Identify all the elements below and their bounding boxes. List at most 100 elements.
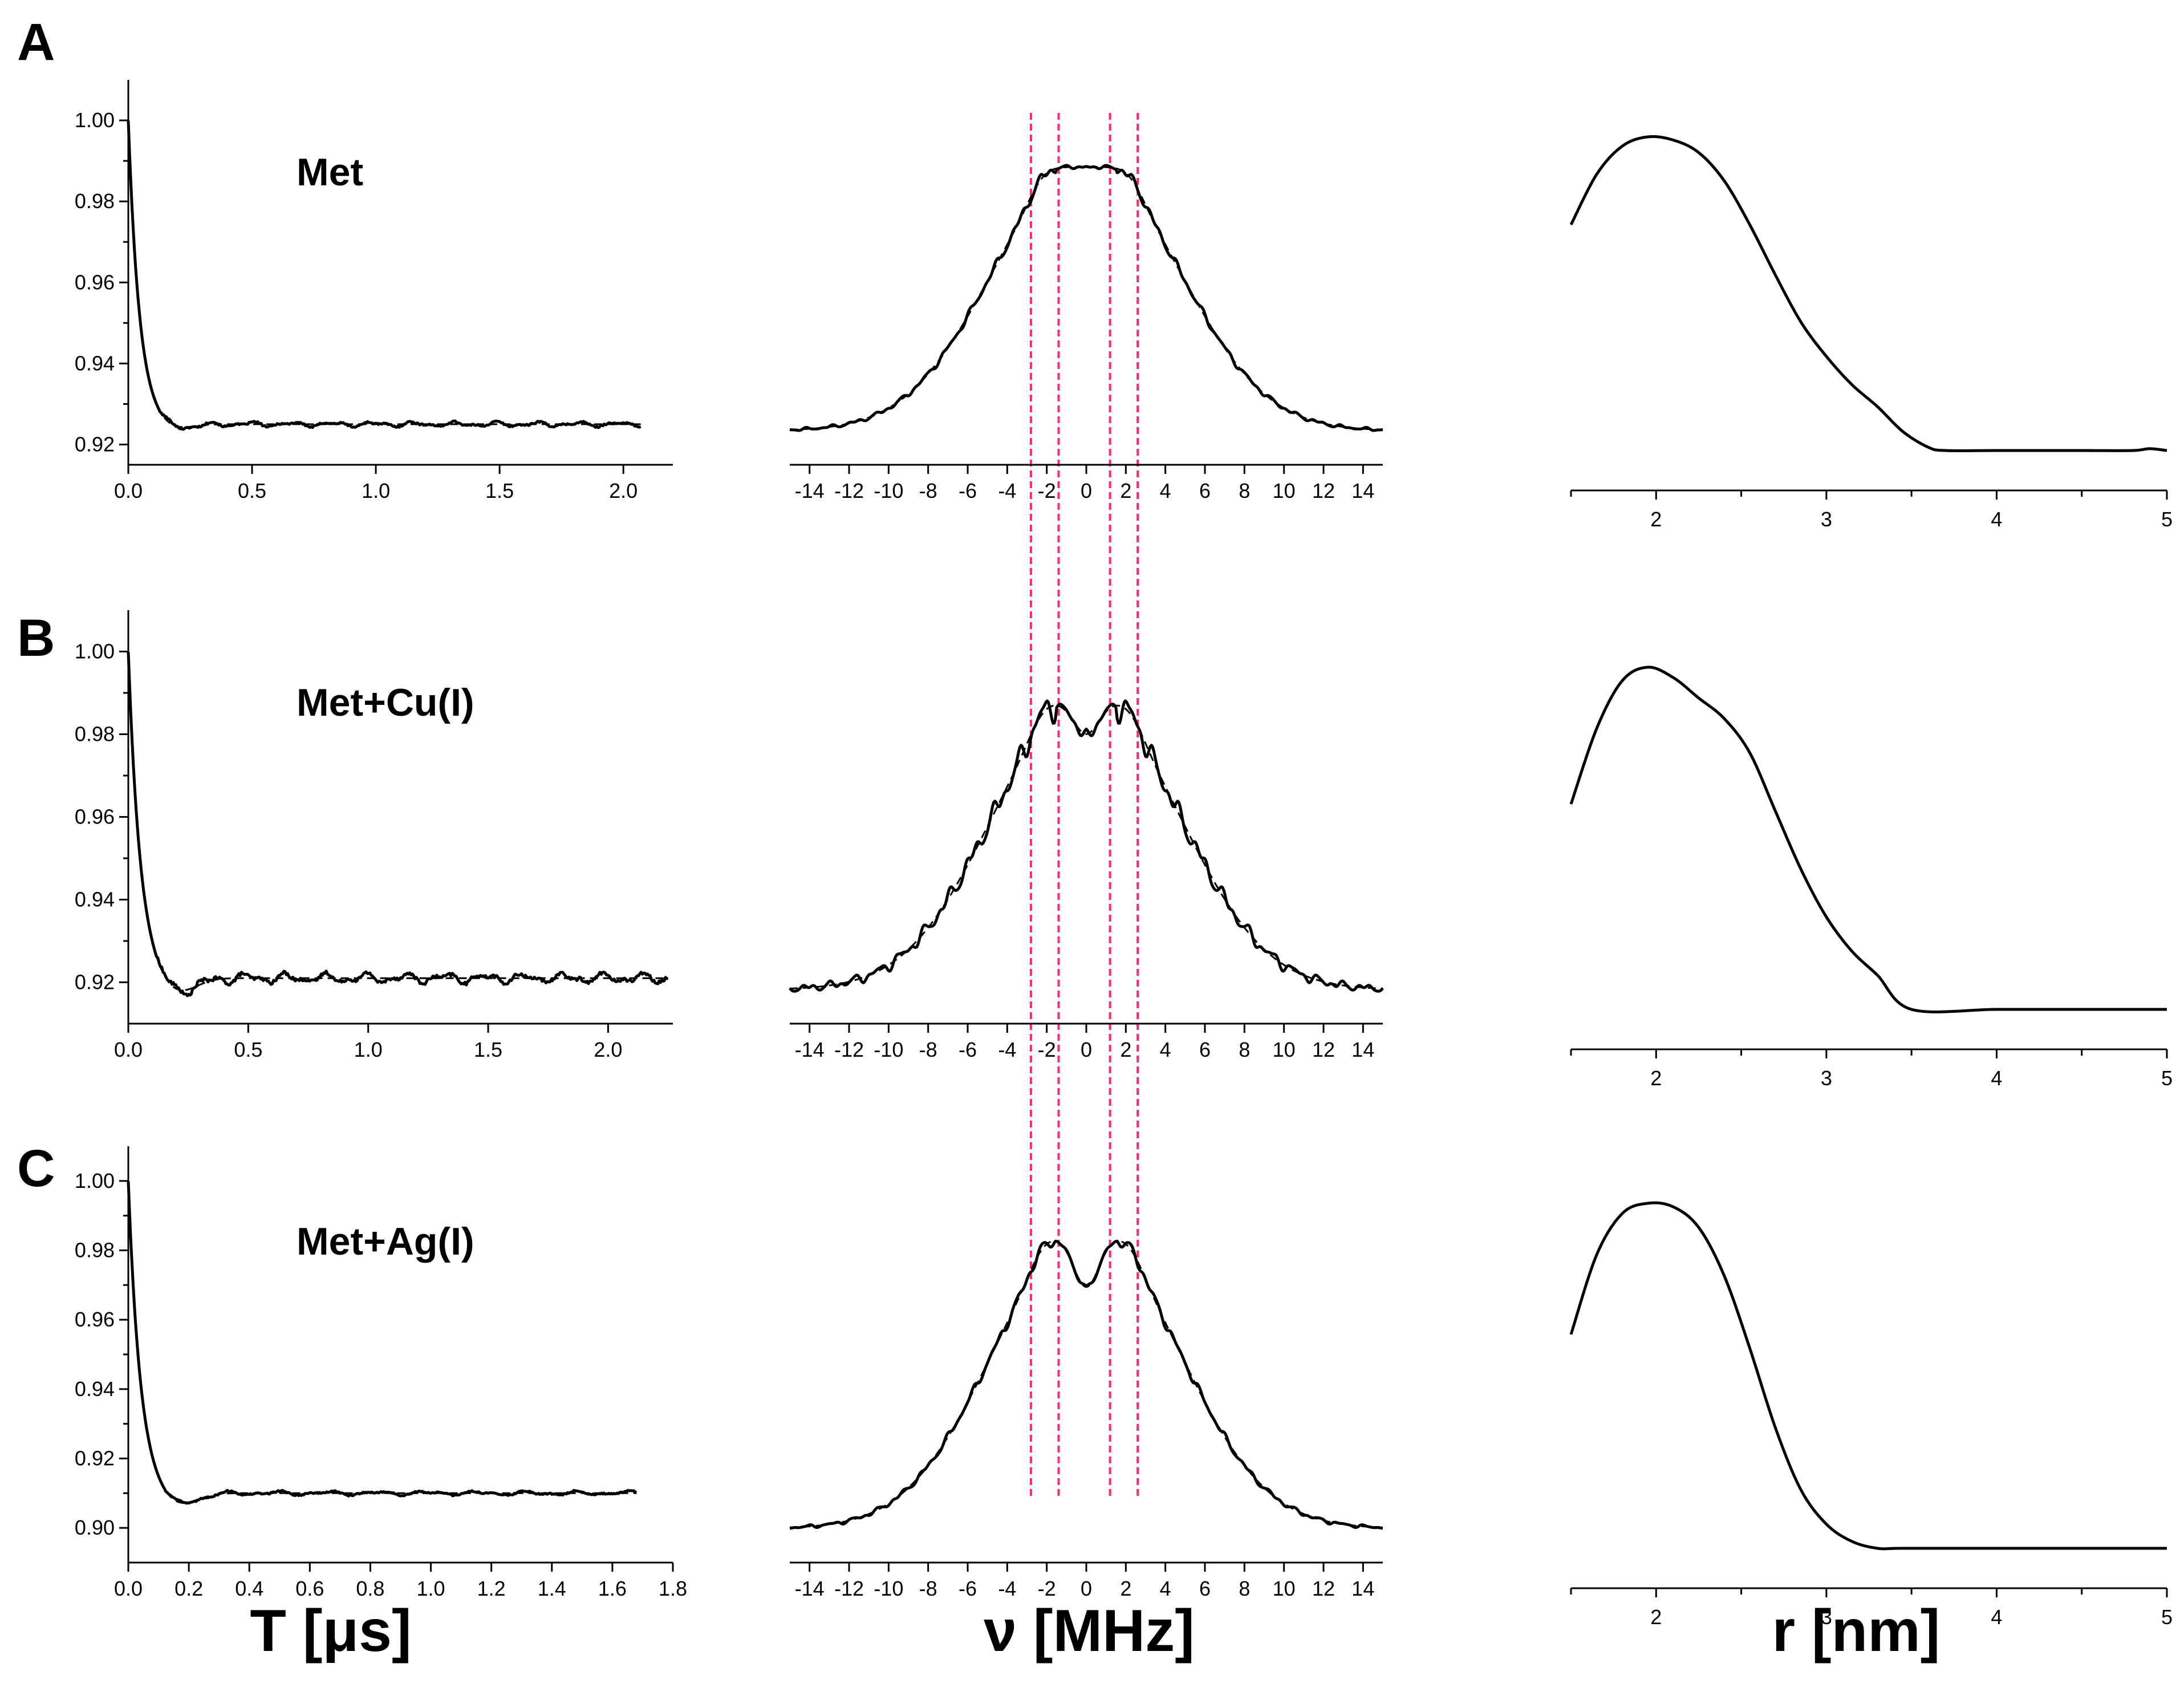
frequency-fit-curve xyxy=(789,1240,1383,1528)
distance-curve xyxy=(1569,666,2167,1013)
panel-c: C Met+Ag(I) 0.90 0.92 0.94 0.96 0.98 1.00 0.0 0.2… xyxy=(17,1139,2173,1629)
x-tick-label: -12 xyxy=(834,1038,864,1061)
y-tick-label: 0.96 xyxy=(75,270,115,294)
x-tick-label: 5 xyxy=(2161,1066,2173,1090)
x-tick-label: -2 xyxy=(1038,1577,1056,1600)
frequency-fit-curve xyxy=(790,704,1383,989)
x-tick-label: 2 xyxy=(1650,1066,1662,1090)
x-tick-label: 12 xyxy=(1312,479,1335,502)
x-tick-label: 3 xyxy=(1821,508,1832,531)
panel-b: B Met+Cu(I) 0.92 0.94 0.96 0.98 1.00 0.0 0.5 1.0 1… xyxy=(17,609,2173,1090)
x-tick-label: -8 xyxy=(919,1038,937,1061)
x-tick-label: -10 xyxy=(874,1038,903,1061)
x-tick-label: -14 xyxy=(795,479,825,502)
y-tick-label: 0.98 xyxy=(75,189,115,213)
frequency-domain-plot: -14 -12 -10 -8 -6 -4 -2 0 2 4 6 8 10 12 14 xyxy=(789,699,1384,1061)
x-tick-label: 0.2 xyxy=(174,1577,203,1600)
x-tick-label: -4 xyxy=(998,1577,1016,1600)
time-domain-plot: 0.92 0.94 0.96 0.98 1.00 0.0 0.5 1.0 1.5 2.0 xyxy=(75,610,673,1061)
x-tick-label: 3 xyxy=(1821,1066,1832,1090)
distance-distribution-plot: 2 3 4 5 xyxy=(1569,666,2173,1090)
time-domain-plot: 0.92 0.94 0.96 0.98 1.00 0.0 0.5 1.0 1.5 2.0 xyxy=(75,80,673,502)
time-axis-title: T [μs] xyxy=(250,1598,411,1664)
x-tick-label: 14 xyxy=(1351,1577,1374,1600)
y-tick-label: 1.00 xyxy=(75,640,115,663)
x-tick-label: 10 xyxy=(1273,479,1296,502)
x-tick-label: 6 xyxy=(1199,479,1211,502)
sample-label: Met xyxy=(297,151,363,194)
time-experimental-curve xyxy=(127,120,642,431)
x-tick-label: 0.8 xyxy=(356,1577,384,1600)
x-tick-label: 2 xyxy=(1650,508,1662,531)
x-tick-label: 2 xyxy=(1120,1038,1131,1061)
x-tick-label: -10 xyxy=(874,1577,903,1600)
y-tick-label: 0.98 xyxy=(75,723,115,746)
x-tick-label: -12 xyxy=(834,479,864,502)
x-tick-label: 6 xyxy=(1199,1577,1211,1600)
x-tick-label: -6 xyxy=(959,1577,977,1600)
distance-curve xyxy=(1569,135,2167,452)
panel-letter: C xyxy=(17,1139,55,1198)
x-tick-label: 0 xyxy=(1081,1577,1092,1600)
x-tick-label: 1.8 xyxy=(659,1577,687,1600)
frequency-experimental-curve xyxy=(789,1239,1383,1530)
frequency-axis-title: ν [MHz] xyxy=(984,1598,1195,1664)
y-tick-label: 1.00 xyxy=(75,1169,115,1192)
time-fit-curve xyxy=(127,120,641,428)
x-tick-label: 1.6 xyxy=(598,1577,627,1600)
x-tick-label: 2.0 xyxy=(594,1038,622,1061)
frequency-domain-plot: -14 -12 -10 -8 -6 -4 -2 0 2 4 6 8 10 12 14 xyxy=(789,1239,1383,1600)
x-tick-label: 12 xyxy=(1312,1577,1335,1600)
frequency-fit-curve xyxy=(789,166,1383,431)
x-tick-label: 0.4 xyxy=(235,1577,263,1600)
x-tick-label: 14 xyxy=(1351,479,1374,502)
distance-axis-title: r [nm] xyxy=(1772,1598,1941,1664)
x-tick-label: 0.5 xyxy=(238,479,266,502)
y-tick-label: 0.96 xyxy=(75,1308,115,1331)
distance-distribution-plot: 2 3 4 5 xyxy=(1569,135,2173,531)
sample-label: Met+Ag(I) xyxy=(297,1220,474,1263)
y-tick-label: 0.92 xyxy=(75,1447,115,1470)
x-tick-label: -12 xyxy=(834,1577,864,1600)
time-experimental-curve xyxy=(127,1181,638,1505)
x-tick-label: 4 xyxy=(1991,508,2002,531)
y-tick-label: 0.96 xyxy=(75,805,115,829)
x-tick-label: 0.0 xyxy=(114,1577,143,1600)
x-tick-label: 6 xyxy=(1199,1038,1211,1061)
x-tick-label: -14 xyxy=(795,1038,825,1061)
x-tick-label: 1.5 xyxy=(474,1038,502,1061)
frequency-experimental-curve xyxy=(789,164,1383,432)
time-experimental-curve xyxy=(127,652,668,997)
x-tick-label: 2 xyxy=(1120,479,1131,502)
x-tick-label: 1.5 xyxy=(485,479,514,502)
x-tick-label: 8 xyxy=(1239,1038,1250,1061)
panel-letter: B xyxy=(17,609,55,667)
frequency-domain-plot: -14 -12 -10 -8 -6 -4 -2 0 2 4 6 8 10 12 14 xyxy=(789,164,1383,502)
x-tick-label: -4 xyxy=(998,1038,1016,1061)
x-tick-label: 4 xyxy=(1991,1066,2002,1090)
y-tick-label: 0.92 xyxy=(75,432,115,456)
x-tick-label: -6 xyxy=(959,1038,977,1061)
x-tick-label: 0 xyxy=(1081,1038,1092,1061)
x-tick-label: -14 xyxy=(795,1577,825,1600)
x-tick-label: 3 xyxy=(1821,1605,1832,1629)
y-tick-label: 0.90 xyxy=(75,1516,115,1539)
x-tick-label: 0.0 xyxy=(114,1038,143,1061)
panel-letter: A xyxy=(17,13,55,71)
x-tick-label: 4 xyxy=(1160,1038,1171,1061)
x-tick-label: 5 xyxy=(2161,1605,2173,1629)
x-tick-label: 10 xyxy=(1273,1038,1296,1061)
y-tick-label: 0.98 xyxy=(75,1239,115,1262)
x-tick-label: -10 xyxy=(874,479,903,502)
x-tick-label: 4 xyxy=(1160,479,1171,502)
x-tick-label: 4 xyxy=(1991,1605,2002,1629)
x-tick-label: 12 xyxy=(1312,1038,1335,1061)
distance-curve xyxy=(1569,1201,2167,1551)
y-tick-label: 0.94 xyxy=(75,1377,115,1401)
frequency-guide-lines xyxy=(1029,113,1139,1497)
sample-label: Met+Cu(I) xyxy=(297,681,474,724)
x-tick-label: -8 xyxy=(919,1577,937,1600)
x-tick-label: 1.0 xyxy=(354,1038,383,1061)
distance-distribution-plot: 2 3 4 5 xyxy=(1569,1201,2173,1629)
